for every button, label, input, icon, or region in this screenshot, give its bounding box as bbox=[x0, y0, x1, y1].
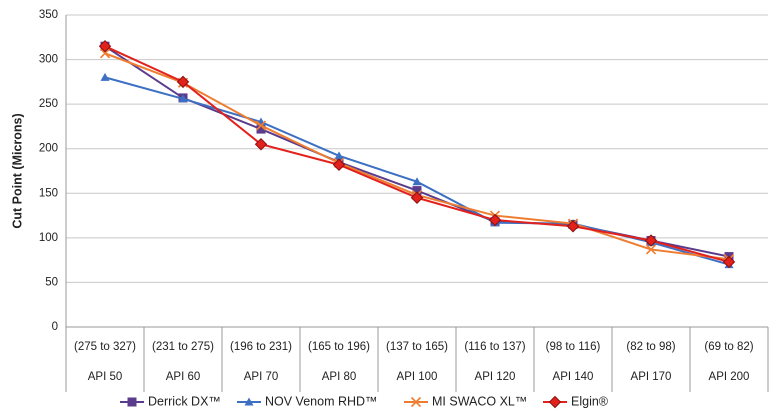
y-tick-label: 200 bbox=[39, 143, 58, 155]
marker bbox=[645, 244, 657, 255]
y-axis-label: Cut Point (Microns) bbox=[10, 113, 24, 228]
x-tick-label: API 80 bbox=[322, 371, 357, 383]
marker bbox=[99, 48, 111, 59]
x-tick-range-label: (82 to 98) bbox=[626, 341, 675, 353]
legend-label: NOV Venom RHD™ bbox=[265, 394, 378, 408]
y-tick-label: 50 bbox=[45, 276, 58, 288]
legend-label: MI SWACO XL™ bbox=[432, 394, 527, 408]
x-tick-range-label: (98 to 116) bbox=[546, 341, 601, 353]
y-tick-label: 350 bbox=[39, 9, 58, 21]
x-tick-range-label: (275 to 327) bbox=[74, 341, 136, 353]
marker bbox=[412, 177, 422, 186]
x-tick-label: API 70 bbox=[244, 371, 279, 383]
marker bbox=[488, 213, 502, 227]
legend-label: Derrick DX™ bbox=[148, 394, 221, 408]
x-tick-range-label: (231 to 275) bbox=[152, 341, 214, 353]
x-tick-range-label: (116 to 137) bbox=[464, 341, 525, 353]
x-tick-label: API 200 bbox=[709, 371, 750, 383]
marker bbox=[334, 151, 344, 160]
x-tick-label: API 60 bbox=[166, 371, 201, 383]
y-tick-label: 100 bbox=[39, 232, 58, 244]
x-tick-label: API 120 bbox=[475, 371, 516, 383]
x-tick-label: API 140 bbox=[553, 371, 594, 383]
series-line bbox=[104, 45, 730, 258]
marker bbox=[548, 395, 562, 409]
y-tick-label: 150 bbox=[39, 187, 58, 199]
marker bbox=[410, 191, 424, 204]
marker bbox=[127, 397, 137, 407]
marker bbox=[644, 234, 658, 247]
y-tick-label: 300 bbox=[39, 54, 58, 66]
series-line bbox=[104, 45, 730, 263]
x-tick-range-label: (69 to 82) bbox=[704, 341, 753, 353]
marker bbox=[256, 124, 266, 134]
y-tick-label: 0 bbox=[52, 321, 58, 333]
x-tick-range-label: (137 to 165) bbox=[386, 341, 448, 353]
marker bbox=[332, 158, 346, 171]
x-tick-label: API 100 bbox=[397, 371, 438, 383]
x-tick-label: API 50 bbox=[88, 371, 123, 383]
x-tick-range-label: (196 to 231) bbox=[230, 341, 292, 353]
marker bbox=[722, 255, 736, 269]
marker bbox=[566, 220, 580, 233]
y-tick-label: 250 bbox=[39, 98, 58, 110]
series-line bbox=[104, 52, 730, 261]
x-tick-label: API 170 bbox=[631, 371, 672, 383]
legend-label: Elgin® bbox=[571, 394, 609, 408]
x-tick-range-label: (165 to 196) bbox=[308, 341, 370, 353]
marker bbox=[178, 94, 188, 103]
marker bbox=[412, 186, 422, 196]
marker bbox=[98, 39, 112, 53]
marker bbox=[254, 138, 268, 151]
marker bbox=[176, 75, 190, 89]
marker bbox=[410, 396, 422, 408]
marker bbox=[244, 397, 254, 406]
marker bbox=[100, 72, 110, 81]
marker bbox=[255, 120, 267, 131]
